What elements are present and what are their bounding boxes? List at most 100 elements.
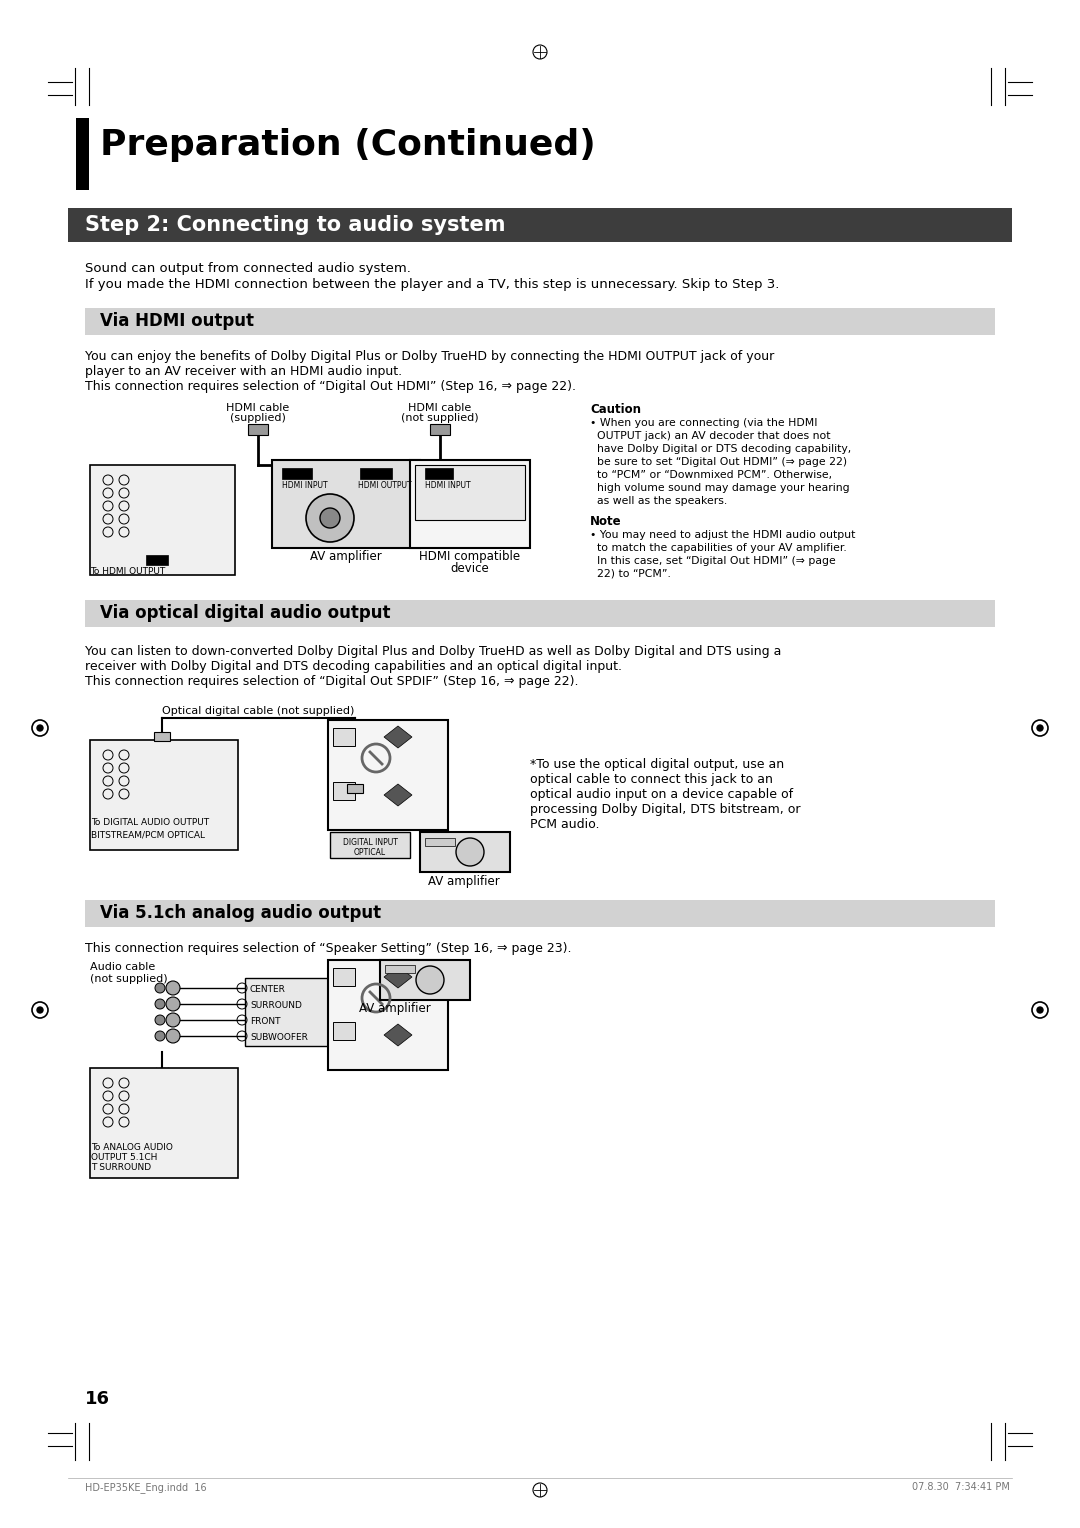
Bar	[360, 468, 392, 478]
Bar	[85, 601, 995, 626]
Text: have Dolby Digital or DTS decoding capability,: have Dolby Digital or DTS decoding capab…	[590, 445, 851, 454]
Text: Optical digital cable (not supplied): Optical digital cable (not supplied)	[162, 706, 354, 717]
Text: This connection requires selection of “Digital Out SPDIF” (Step 16, ⇒ page 22).: This connection requires selection of “D…	[85, 675, 579, 688]
Text: In this case, set “Digital Out HDMI” (⇒ page: In this case, set “Digital Out HDMI” (⇒ …	[590, 556, 836, 565]
Text: OUTPUT 5.1CH: OUTPUT 5.1CH	[91, 1154, 158, 1161]
Bar	[347, 784, 363, 793]
Text: Via 5.1ch analog audio output: Via 5.1ch analog audio output	[100, 905, 381, 921]
Circle shape	[166, 1028, 180, 1044]
Text: to match the capabilities of your AV amplifier.: to match the capabilities of your AV amp…	[590, 542, 847, 553]
Text: AV amplifier: AV amplifier	[360, 1002, 431, 1015]
Text: This connection requires selection of “Speaker Setting” (Step 16, ⇒ page 23).: This connection requires selection of “S…	[85, 941, 571, 955]
Text: PCM audio.: PCM audio.	[530, 817, 599, 831]
Text: Step 2: Connecting to audio system: Step 2: Connecting to audio system	[85, 215, 505, 235]
Text: Note: Note	[590, 515, 622, 529]
Circle shape	[1037, 1007, 1043, 1013]
Text: HD-EP35KE_Eng.indd  16: HD-EP35KE_Eng.indd 16	[85, 1482, 206, 1493]
Text: • When you are connecting (via the HDMI: • When you are connecting (via the HDMI	[590, 419, 818, 428]
Text: device: device	[450, 562, 489, 575]
Text: optical audio input on a device capable of: optical audio input on a device capable …	[530, 788, 793, 801]
Bar	[85, 900, 995, 927]
Circle shape	[306, 494, 354, 542]
Bar	[245, 978, 340, 1047]
Bar	[328, 720, 448, 830]
Bar	[333, 727, 355, 746]
Circle shape	[416, 966, 444, 995]
Text: Preparation (Continued): Preparation (Continued)	[100, 128, 596, 162]
Text: as well as the speakers.: as well as the speakers.	[590, 497, 727, 506]
Circle shape	[166, 981, 180, 995]
Circle shape	[37, 724, 43, 730]
Circle shape	[37, 1007, 43, 1013]
Text: CENTER: CENTER	[249, 986, 286, 995]
Text: HDMI INPUT: HDMI INPUT	[282, 481, 327, 490]
Text: FRONT: FRONT	[249, 1018, 281, 1025]
Text: BITSTREAM/PCM OPTICAL: BITSTREAM/PCM OPTICAL	[91, 830, 205, 839]
Circle shape	[166, 996, 180, 1012]
Bar	[410, 460, 530, 549]
Text: HDMI compatible: HDMI compatible	[419, 550, 521, 562]
Bar	[426, 468, 453, 478]
Circle shape	[156, 1015, 165, 1025]
Bar	[90, 740, 238, 850]
Polygon shape	[384, 1024, 411, 1047]
Text: (not supplied): (not supplied)	[401, 413, 478, 423]
Circle shape	[320, 507, 340, 529]
Bar	[426, 837, 455, 847]
Text: You can enjoy the benefits of Dolby Digital Plus or Dolby TrueHD by connecting t: You can enjoy the benefits of Dolby Digi…	[85, 350, 774, 364]
Text: DIGITAL INPUT: DIGITAL INPUT	[342, 837, 397, 847]
Text: SURROUND: SURROUND	[249, 1001, 302, 1010]
Text: You can listen to down-converted Dolby Digital Plus and Dolby TrueHD as well as : You can listen to down-converted Dolby D…	[85, 645, 781, 659]
Text: optical cable to connect this jack to an: optical cable to connect this jack to an	[530, 773, 773, 785]
Text: Via HDMI output: Via HDMI output	[100, 312, 254, 330]
Text: AV amplifier: AV amplifier	[428, 876, 500, 888]
Text: HDMI cable: HDMI cable	[227, 403, 289, 413]
Bar	[380, 960, 470, 999]
Text: Audio cable: Audio cable	[90, 963, 156, 972]
Bar	[154, 732, 170, 741]
Polygon shape	[384, 784, 411, 805]
Text: HDMI OUTPUT: HDMI OUTPUT	[357, 481, 411, 490]
Circle shape	[456, 837, 484, 866]
Circle shape	[166, 1013, 180, 1027]
Bar	[248, 423, 268, 435]
Text: processing Dolby Digital, DTS bitstream, or: processing Dolby Digital, DTS bitstream,…	[530, 804, 800, 816]
Text: (not supplied): (not supplied)	[90, 973, 167, 984]
Text: AV amplifier: AV amplifier	[310, 550, 382, 562]
Text: be sure to set “Digital Out HDMI” (⇒ page 22): be sure to set “Digital Out HDMI” (⇒ pag…	[590, 457, 847, 468]
Circle shape	[1037, 724, 1043, 730]
Text: Sound can output from connected audio system.: Sound can output from connected audio sy…	[85, 261, 410, 275]
Text: high volume sound may damage your hearing: high volume sound may damage your hearin…	[590, 483, 850, 494]
Bar	[90, 1068, 238, 1178]
Circle shape	[156, 983, 165, 993]
Bar	[330, 833, 410, 859]
Text: To DIGITAL AUDIO OUTPUT: To DIGITAL AUDIO OUTPUT	[91, 817, 210, 827]
Polygon shape	[384, 726, 411, 749]
Bar	[68, 208, 1012, 241]
Text: SUBWOOFER: SUBWOOFER	[249, 1033, 308, 1042]
Text: OUTPUT jack) an AV decoder that does not: OUTPUT jack) an AV decoder that does not	[590, 431, 831, 442]
Text: If you made the HDMI connection between the player and a TV, this step is unnece: If you made the HDMI connection between …	[85, 278, 780, 290]
Bar	[76, 118, 89, 189]
Bar	[415, 465, 525, 520]
Text: 22) to “PCM”.: 22) to “PCM”.	[590, 568, 671, 579]
Bar	[90, 465, 235, 575]
Bar	[272, 460, 420, 549]
Bar	[146, 555, 168, 565]
Bar	[333, 782, 355, 801]
Bar	[282, 468, 312, 478]
Bar	[85, 309, 995, 335]
Text: This connection requires selection of “Digital Out HDMI” (Step 16, ⇒ page 22).: This connection requires selection of “D…	[85, 380, 576, 393]
Bar	[420, 833, 510, 872]
Text: Via optical digital audio output: Via optical digital audio output	[100, 604, 391, 622]
Text: OPTICAL: OPTICAL	[354, 848, 386, 857]
Text: 16: 16	[85, 1390, 110, 1407]
Bar	[333, 969, 355, 986]
Text: 07.8.30  7:34:41 PM: 07.8.30 7:34:41 PM	[913, 1482, 1010, 1491]
Text: To ANALOG AUDIO: To ANALOG AUDIO	[91, 1143, 173, 1152]
Circle shape	[156, 1031, 165, 1041]
Text: Caution: Caution	[590, 403, 642, 416]
Text: (supplied): (supplied)	[230, 413, 286, 423]
Text: HDMI cable: HDMI cable	[408, 403, 472, 413]
Bar	[430, 423, 450, 435]
